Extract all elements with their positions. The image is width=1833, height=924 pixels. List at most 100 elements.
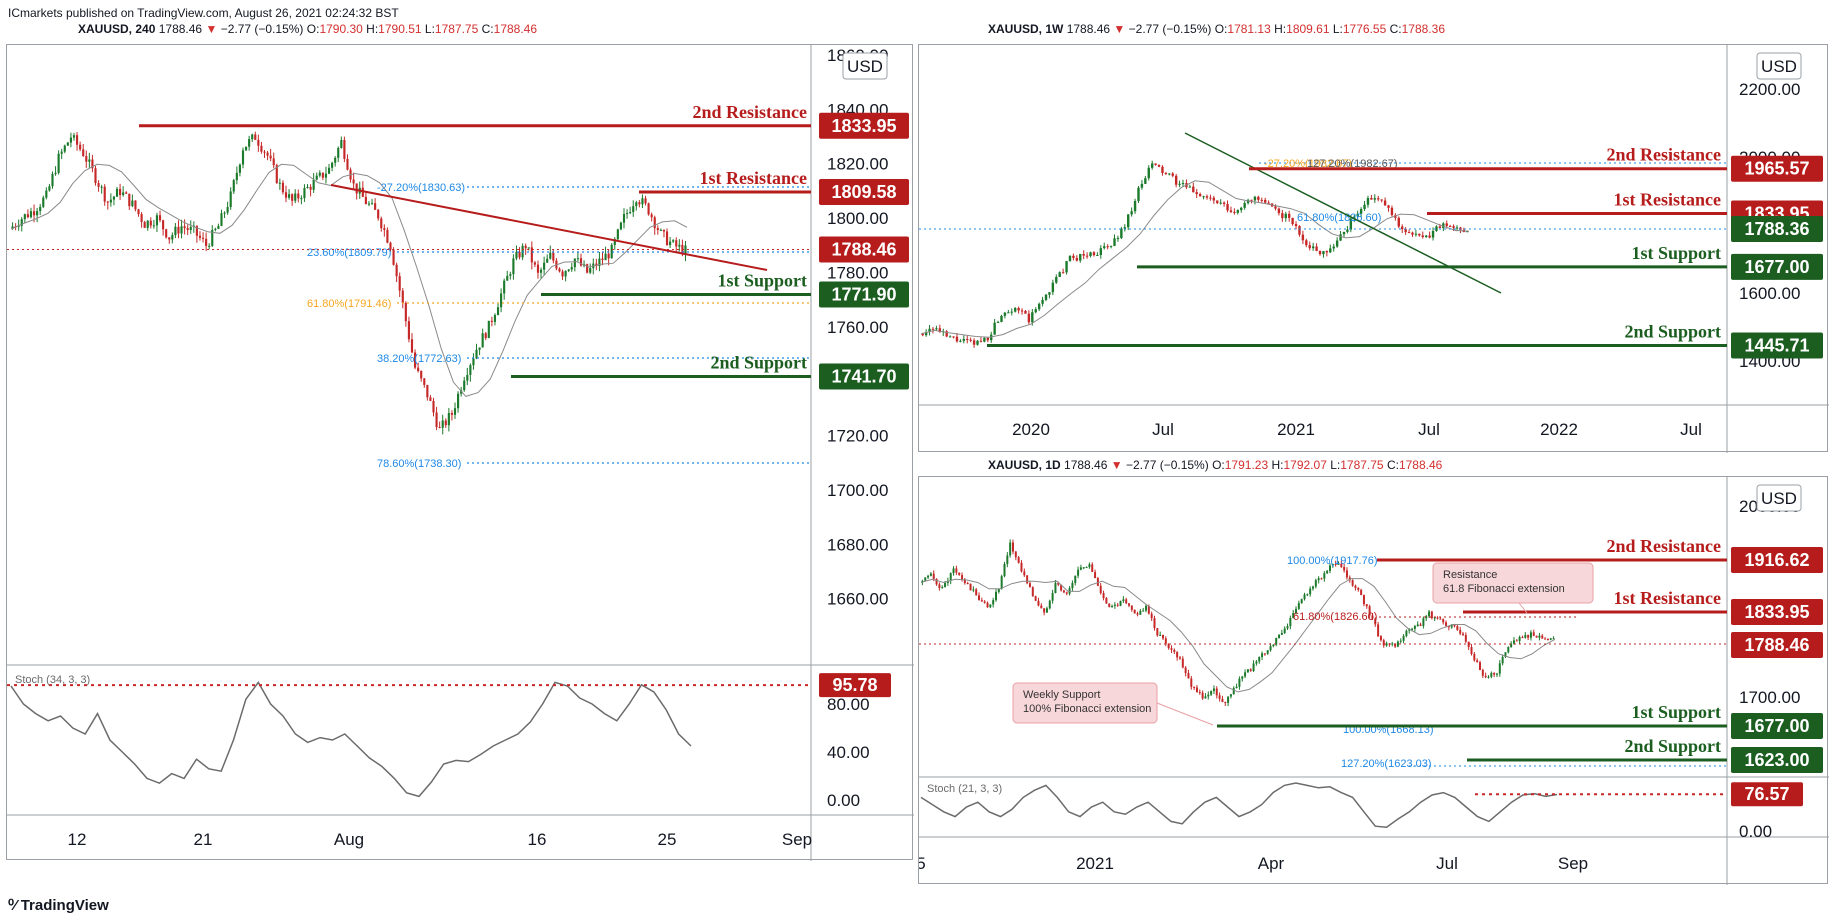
candle-body xyxy=(1532,632,1535,636)
candle-body xyxy=(1190,678,1193,687)
candle-body xyxy=(1346,229,1349,232)
candle-body xyxy=(380,218,383,229)
chart2-svg[interactable]: 2200.002000.001800.001600.001400.00USD20… xyxy=(919,45,1829,453)
candle-body xyxy=(1061,272,1065,274)
candle-body xyxy=(407,321,410,340)
candle-body xyxy=(1109,245,1113,247)
candle-body xyxy=(1209,197,1212,199)
candle-body xyxy=(1051,593,1054,601)
candle-body xyxy=(1325,251,1329,253)
candle-body xyxy=(214,228,217,230)
candle-body xyxy=(1301,234,1305,241)
candle-body xyxy=(1379,636,1382,641)
candle-body xyxy=(1399,640,1402,642)
annotation-pointer xyxy=(1156,702,1214,726)
candle-body xyxy=(979,340,983,342)
candle-body xyxy=(955,568,958,573)
candle-body xyxy=(122,192,125,196)
candle-body xyxy=(961,575,964,580)
chart1-panel[interactable]: 1860.001840.001820.001800.001780.001760.… xyxy=(6,44,914,861)
candle-body xyxy=(938,584,941,588)
candle-body xyxy=(481,333,484,348)
candle-body xyxy=(1164,638,1167,644)
candle-body xyxy=(244,146,248,151)
candle-body xyxy=(1414,233,1418,235)
candle-body xyxy=(1232,688,1235,695)
candle-body xyxy=(1382,640,1385,646)
candle-body xyxy=(1340,563,1343,568)
candle-body xyxy=(23,214,26,220)
level-tag-support-text: 1771.90 xyxy=(831,284,896,304)
candle-body xyxy=(509,274,512,276)
candle-body xyxy=(155,215,159,226)
candle-body xyxy=(149,220,152,226)
candle-body xyxy=(1371,615,1374,619)
candle-body xyxy=(1136,613,1139,615)
candle-body xyxy=(530,247,533,263)
candle-body xyxy=(1311,246,1315,249)
candle-body xyxy=(935,328,938,330)
candle-body xyxy=(220,213,223,226)
candle-body xyxy=(1145,605,1148,611)
candle-body xyxy=(1092,252,1096,256)
level-label-support: 1st Support xyxy=(1631,243,1721,263)
downtrend-line xyxy=(330,184,768,271)
candle-body xyxy=(1195,687,1198,693)
candle-body xyxy=(312,179,315,190)
candle-body xyxy=(1000,576,1003,589)
chart2-change: −2.77 (−0.15%) xyxy=(1128,22,1212,36)
candle-body xyxy=(1048,292,1051,295)
candle-body xyxy=(1464,634,1467,642)
candle-body xyxy=(466,374,469,381)
candle-body xyxy=(284,192,288,198)
chart1-svg[interactable]: 1860.001840.001820.001800.001780.001760.… xyxy=(7,45,914,861)
candle-body xyxy=(665,231,669,245)
candle-body xyxy=(1289,618,1292,627)
level-tag-support-text: 1741.70 xyxy=(831,367,896,387)
candle-body xyxy=(1360,589,1363,596)
chart2-panel[interactable]: 2200.002000.001800.001600.001400.00USD20… xyxy=(918,44,1829,453)
candle-body xyxy=(1490,672,1493,677)
candle-body xyxy=(1430,611,1433,619)
candle-body xyxy=(275,165,278,183)
candle-body xyxy=(1421,235,1424,238)
chart3-change: −2.77 (−0.15%) xyxy=(1126,458,1209,472)
candle-body xyxy=(941,587,944,589)
y-tick-label: 1700.00 xyxy=(1739,688,1800,707)
tradingview-footer[interactable]: ⁰⁄ TradingView xyxy=(8,896,109,914)
candle-body xyxy=(1244,672,1247,677)
candle-body xyxy=(1521,637,1524,639)
candle-body xyxy=(952,568,955,574)
candle-body xyxy=(79,144,82,150)
candle-body xyxy=(1054,582,1057,594)
candle-body xyxy=(1085,567,1088,569)
candle-body xyxy=(1082,253,1085,256)
candle-body xyxy=(1515,640,1518,642)
candle-body xyxy=(1144,178,1147,184)
candle-body xyxy=(1027,313,1031,323)
candle-body xyxy=(103,186,106,202)
x-tick-label: 25 xyxy=(658,830,677,849)
candle-body xyxy=(281,182,285,193)
candle-body xyxy=(1127,214,1130,228)
publisher-text: ICmarkets published on TradingView.com, … xyxy=(8,6,399,20)
moving-average-line xyxy=(10,163,688,397)
chart3-panel[interactable]: 2000.001700.001600.00USD52021AprJulSep10… xyxy=(918,476,1829,885)
chart3-svg[interactable]: 2000.001700.001600.00USD52021AprJulSep10… xyxy=(919,477,1829,885)
candle-body xyxy=(647,203,650,215)
candle-body xyxy=(450,413,454,415)
candle-body xyxy=(1281,213,1284,219)
candle-body xyxy=(1295,608,1298,614)
candle-body xyxy=(1453,624,1456,627)
x-tick-label: Sep xyxy=(1558,854,1588,873)
candle-body xyxy=(324,173,328,178)
candle-body xyxy=(1255,661,1258,664)
candle-body xyxy=(1057,582,1060,585)
candle-body xyxy=(1102,593,1105,599)
candle-body xyxy=(410,339,414,353)
chart1-high: 1790.51 xyxy=(378,22,422,36)
candle-body xyxy=(573,258,576,268)
candle-body xyxy=(1394,215,1397,218)
candle-body xyxy=(1051,282,1055,293)
candle-body xyxy=(635,202,638,207)
